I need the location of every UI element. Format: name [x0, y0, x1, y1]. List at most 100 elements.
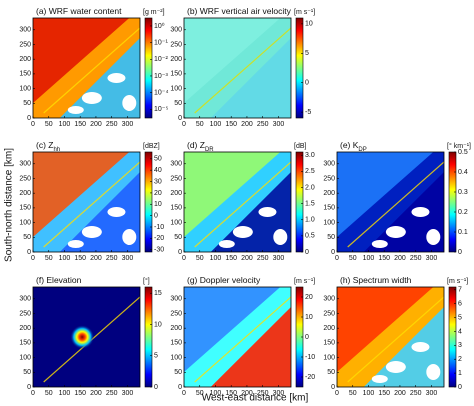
no-data — [385, 226, 406, 238]
y-tick-label: 100 — [19, 354, 31, 361]
y-tick-label: 250 — [323, 310, 335, 317]
axes-frame — [183, 286, 292, 388]
x-tick-label: 200 — [394, 255, 406, 262]
x-tick-label: 50 — [349, 255, 357, 262]
y-tick-label: 250 — [170, 175, 182, 182]
y-tick-label: 50 — [174, 369, 182, 376]
colorbar-tick-label: 5 — [305, 50, 309, 57]
y-tick-label: 200 — [170, 325, 182, 332]
x-tick-label: 250 — [410, 255, 422, 262]
x-axis-label: West-east distance [km] — [202, 393, 309, 404]
no-data — [371, 240, 388, 248]
colorbar-label: [dB] — [294, 143, 307, 150]
colorbar-tick-label: 0 — [305, 80, 309, 87]
colorbar-tick-label: 2 — [458, 356, 462, 363]
colorbar-tick-label: -20 — [305, 374, 315, 381]
colorbar-tick-label: -20 — [154, 235, 164, 242]
y-tick-label: 150 — [19, 205, 31, 212]
heatmap-image — [33, 287, 140, 387]
panel: 0 50 100 150 200 250 300050100150200250300(c) … — [19, 140, 164, 262]
y-tick-label: 0 — [331, 384, 335, 391]
y-tick-label: 0 — [27, 249, 31, 256]
title-subscript: DP — [358, 147, 366, 153]
colorbar-tick-label: -30 — [154, 247, 164, 254]
y-tick-label: 200 — [323, 190, 335, 197]
y-tick-label: 100 — [170, 219, 182, 226]
colorbar-tick-label: 4 — [458, 328, 462, 335]
y-tick-label: 200 — [19, 325, 31, 332]
x-tick-label: 300 — [122, 390, 134, 397]
x-tick-label: 250 — [106, 121, 118, 128]
colorbar-tick-label: 7 — [458, 287, 462, 294]
x-tick-label: 50 — [196, 121, 204, 128]
y-tick-label: 0 — [178, 115, 182, 122]
colorbar-tick-label: 0.4 — [458, 169, 468, 176]
no-data — [426, 229, 441, 245]
field — [33, 152, 130, 237]
title-text: (c) Z — [36, 140, 53, 150]
title-text: (a) WRF water content — [36, 6, 122, 16]
field — [210, 307, 291, 387]
heatmap-image — [33, 18, 140, 118]
x-tick-label: 150 — [378, 255, 390, 262]
title-text: (d) Z — [187, 140, 205, 150]
panel-title: (e) KDP — [340, 140, 367, 152]
panel: 0 50 100 150 200 250 300050100150200250300(f) … — [19, 275, 162, 397]
x-tick-label: 200 — [90, 121, 102, 128]
x-tick-label: 250 — [106, 255, 118, 262]
colorbar-tick-label: 50 — [154, 156, 162, 163]
y-tick-label: 250 — [170, 310, 182, 317]
y-tick-label: 200 — [323, 325, 335, 332]
colorbar-tick-label: 10 — [305, 21, 313, 28]
no-data — [385, 361, 406, 373]
x-tick-label: 50 — [196, 390, 204, 397]
title-text: (h) Spectrum width — [340, 275, 412, 285]
axes-frame — [32, 286, 141, 388]
x-tick-label: 100 — [59, 255, 71, 262]
colorbar-tick-label: 20 — [305, 294, 313, 301]
x-tick-label: 100 — [59, 121, 71, 128]
colorbar-tick-label: 1.5 — [305, 200, 315, 207]
y-tick-label: 150 — [170, 205, 182, 212]
x-tick-label: 150 — [74, 390, 86, 397]
y-tick-label: 200 — [170, 56, 182, 63]
y-tick-label: 300 — [19, 161, 31, 168]
field — [363, 172, 444, 252]
no-data — [411, 342, 430, 352]
field — [337, 152, 434, 237]
y-axis-label: South-north distance [km] — [4, 148, 15, 262]
field — [210, 172, 291, 252]
colorbar-tick-label: 10 — [305, 314, 313, 321]
x-tick-label: 150 — [225, 121, 237, 128]
y-tick-label: 300 — [19, 27, 31, 34]
colorbar-tick-label: -10 — [154, 224, 164, 231]
no-data — [81, 92, 102, 104]
x-tick-label: 0 — [31, 121, 35, 128]
x-tick-label: 250 — [106, 390, 118, 397]
title-text: (f) Elevation — [36, 275, 82, 285]
x-tick-label: 0 — [182, 121, 186, 128]
y-tick-label: 50 — [174, 100, 182, 107]
x-tick-label: 150 — [378, 390, 390, 397]
colorbar — [295, 17, 304, 119]
x-tick-label: 0 — [31, 390, 35, 397]
colorbar-tick-label: 15 — [154, 290, 162, 297]
x-tick-label: 0 — [182, 390, 186, 397]
panel-title: (g) Doppler velocity — [187, 275, 261, 285]
colorbar-tick-label: 10 — [154, 201, 162, 208]
heatmap-image — [184, 152, 291, 252]
colorbar-tick-label: 0 — [305, 249, 309, 256]
x-tick-label: 50 — [349, 390, 357, 397]
y-tick-label: 200 — [19, 56, 31, 63]
y-tick-label: 0 — [27, 115, 31, 122]
y-tick-label: 100 — [170, 85, 182, 92]
axes-frame — [32, 17, 141, 119]
y-tick-label: 50 — [327, 234, 335, 241]
colorbar-tick-label: 5 — [458, 314, 462, 321]
panel: 0 50 100 150 200 250 300050100150200250300(a) … — [19, 6, 168, 128]
y-tick-label: 0 — [178, 249, 182, 256]
no-data — [107, 207, 126, 217]
y-tick-label: 200 — [19, 190, 31, 197]
colorbar-tick-label: 6 — [458, 301, 462, 308]
field — [210, 38, 291, 118]
